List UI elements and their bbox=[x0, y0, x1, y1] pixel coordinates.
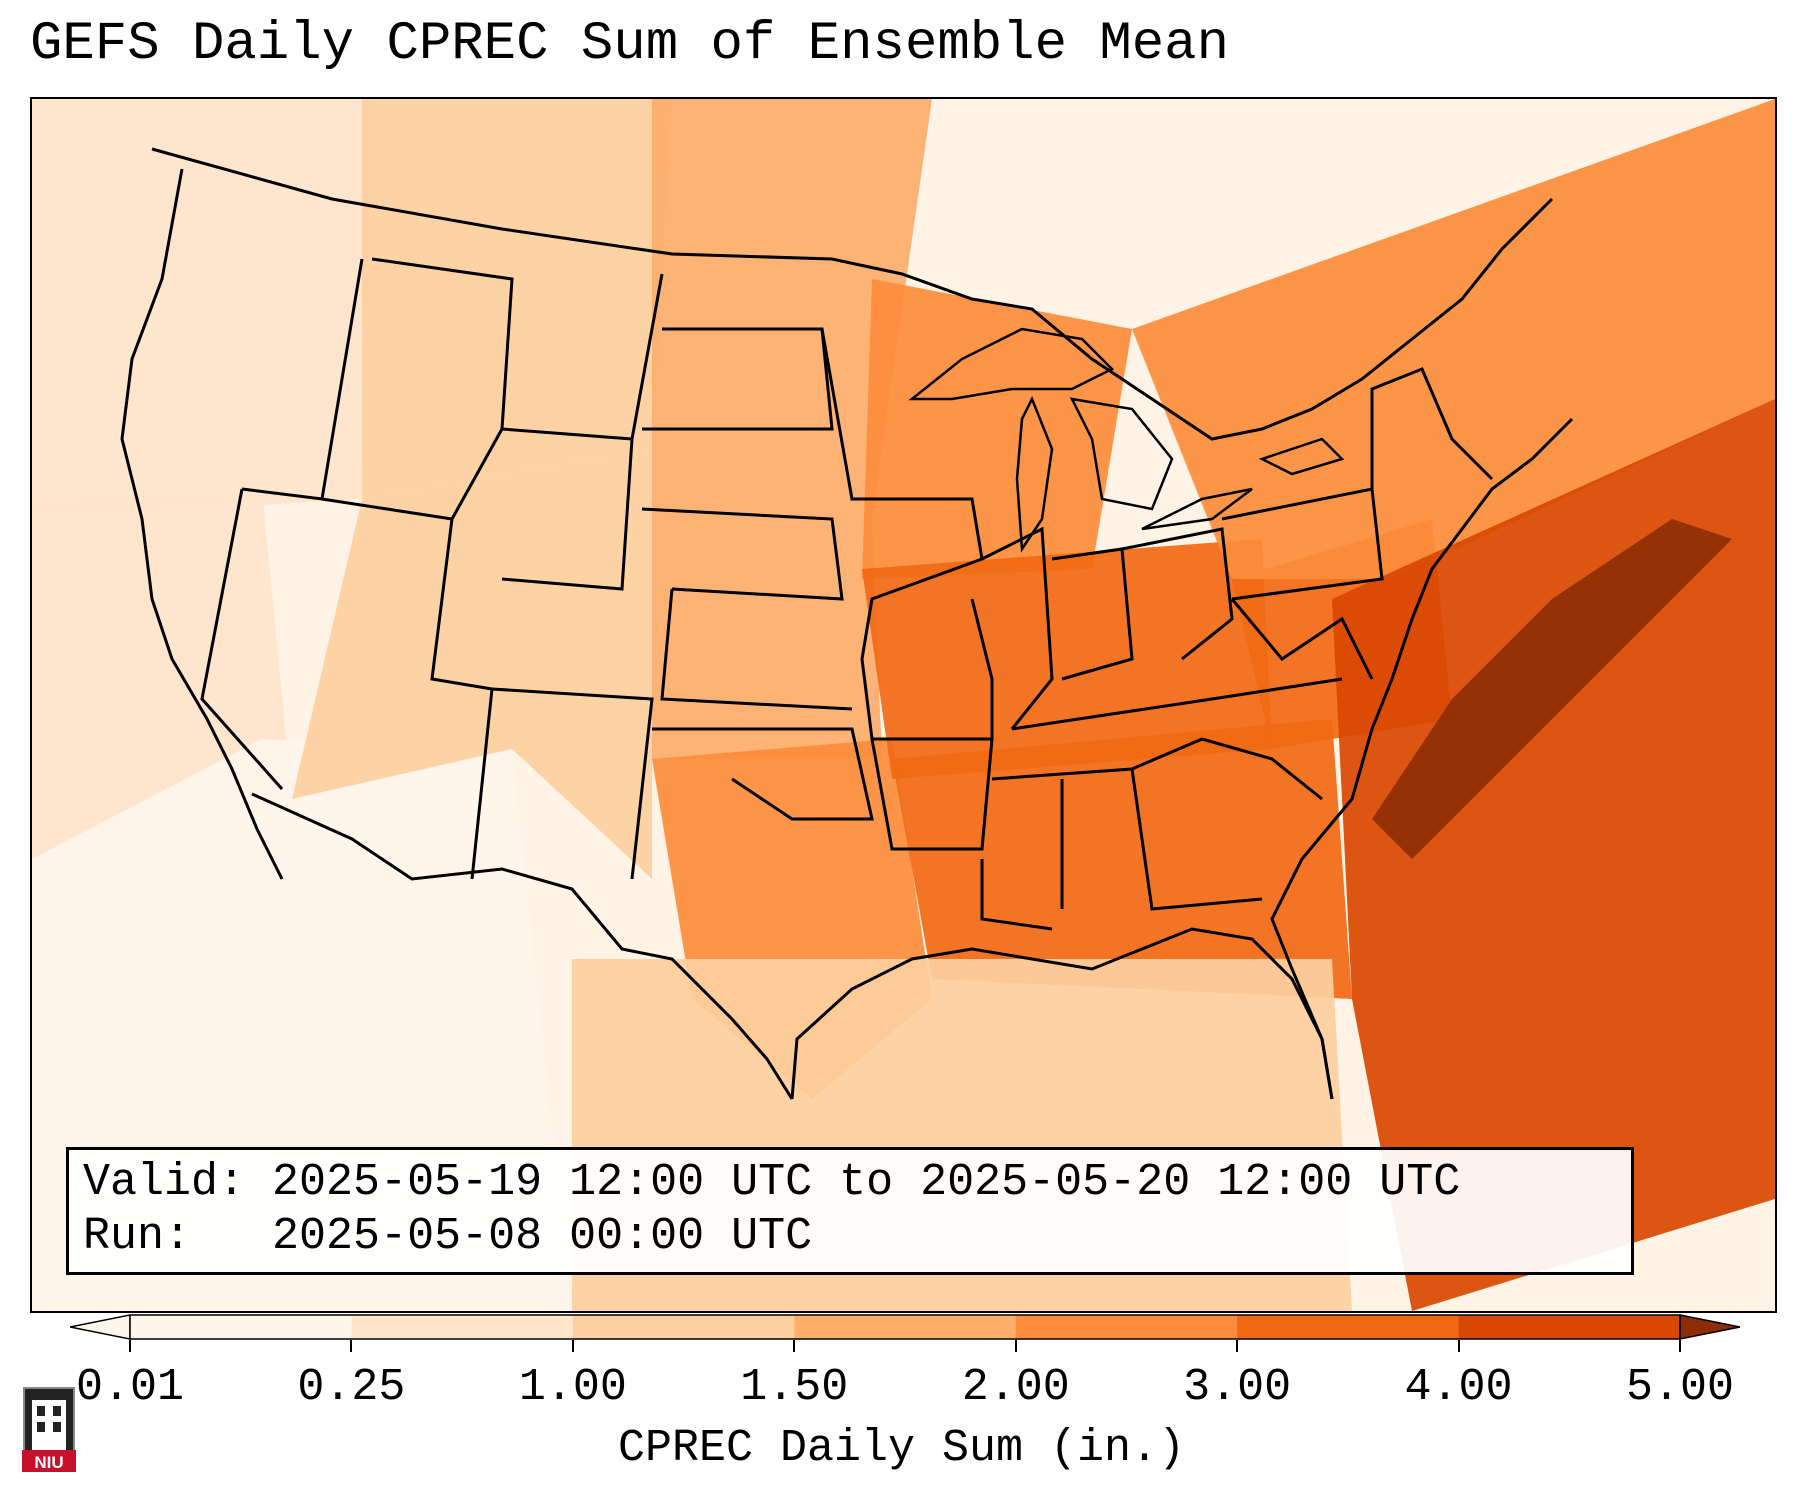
coast-west bbox=[120, 168, 284, 880]
colorbar-tick-label: 0.01 bbox=[75, 1362, 185, 1413]
coast-gulf bbox=[790, 927, 1334, 1100]
colorbar-tick-mark bbox=[1457, 1340, 1460, 1352]
precip-region bbox=[32, 99, 372, 519]
lake-huron bbox=[1069, 397, 1174, 511]
colorbar-segment bbox=[351, 1315, 574, 1339]
logo-text: NIU bbox=[34, 1453, 63, 1472]
valid-label: Valid: bbox=[83, 1157, 246, 1208]
lake-superior bbox=[908, 327, 1115, 401]
colorbar-segment bbox=[1237, 1315, 1460, 1339]
colorbar-tick-label: 1.00 bbox=[518, 1362, 627, 1413]
state-boundaries bbox=[120, 147, 1574, 1100]
border-mexico bbox=[251, 792, 794, 1100]
precipitation-field bbox=[32, 99, 1775, 1311]
colorbar-segment bbox=[1458, 1315, 1681, 1339]
colorbar-tick-mark bbox=[1014, 1340, 1017, 1352]
valid-line: Valid: 2025-05-19 12:00 UTC to 2025-05-2… bbox=[83, 1156, 1631, 1210]
colorbar-tick-label: 0.25 bbox=[297, 1362, 406, 1413]
lake-erie bbox=[1141, 487, 1253, 531]
info-box: Valid: 2025-05-19 12:00 UTC to 2025-05-2… bbox=[66, 1147, 1634, 1275]
colorbar-tick-mark bbox=[350, 1340, 353, 1352]
precip-region bbox=[1332, 399, 1775, 1311]
precip-region bbox=[862, 279, 1132, 579]
colorbar-label: CPREC Daily Sum (in.) bbox=[617, 1423, 1186, 1474]
colorbar-tick-mark bbox=[571, 1340, 574, 1352]
colorbar-segment bbox=[1015, 1315, 1238, 1339]
colorbar-tick-mark bbox=[1236, 1340, 1239, 1352]
precip-max-core bbox=[1372, 519, 1732, 859]
great-lakes bbox=[908, 327, 1345, 553]
map-title: GEFS Daily CPREC Sum of Ensemble Mean bbox=[30, 14, 1229, 75]
lake-ontario bbox=[1258, 437, 1345, 476]
valid-range: 2025-05-19 12:00 UTC to 2025-05-20 12:00… bbox=[272, 1157, 1461, 1208]
precip-region bbox=[292, 449, 652, 879]
coast-east bbox=[1270, 417, 1574, 1100]
run-label: Run: bbox=[83, 1211, 192, 1262]
colorbar-tick-label: 4.00 bbox=[1404, 1362, 1513, 1413]
precip-region bbox=[1132, 99, 1775, 579]
colorbar bbox=[70, 1314, 1741, 1340]
run-time: 2025-05-08 00:00 UTC bbox=[272, 1211, 813, 1262]
lake-michigan bbox=[1015, 395, 1054, 553]
precip-region bbox=[862, 539, 1272, 779]
precipitation-map bbox=[32, 99, 1775, 1311]
precip-region bbox=[652, 99, 932, 519]
niu-logo: NIU bbox=[22, 1387, 76, 1472]
precip-region bbox=[892, 719, 1352, 999]
colorbar-tick-mark bbox=[793, 1340, 796, 1352]
colorbar-extend-high bbox=[1679, 1314, 1741, 1340]
map-panel bbox=[30, 97, 1777, 1313]
colorbar-extend-low bbox=[70, 1314, 131, 1340]
colorbar-tick-label: 3.00 bbox=[1183, 1362, 1292, 1413]
precip-region bbox=[362, 99, 672, 499]
precip-region bbox=[652, 519, 882, 759]
colorbar-tick-mark bbox=[129, 1340, 131, 1352]
colorbar-tick-label: 2.00 bbox=[961, 1362, 1070, 1413]
colorbar-tick-label: 1.50 bbox=[740, 1362, 849, 1413]
colorbar-segment bbox=[572, 1315, 795, 1339]
border-canada bbox=[151, 147, 1554, 441]
run-line: Run: 2025-05-08 00:00 UTC bbox=[83, 1210, 1631, 1264]
colorbar-tick-mark bbox=[1679, 1340, 1681, 1352]
colorbar-segment bbox=[794, 1315, 1017, 1339]
colorbar-tick-label: 5.00 bbox=[1625, 1362, 1735, 1413]
colorbar-segment bbox=[130, 1315, 352, 1339]
